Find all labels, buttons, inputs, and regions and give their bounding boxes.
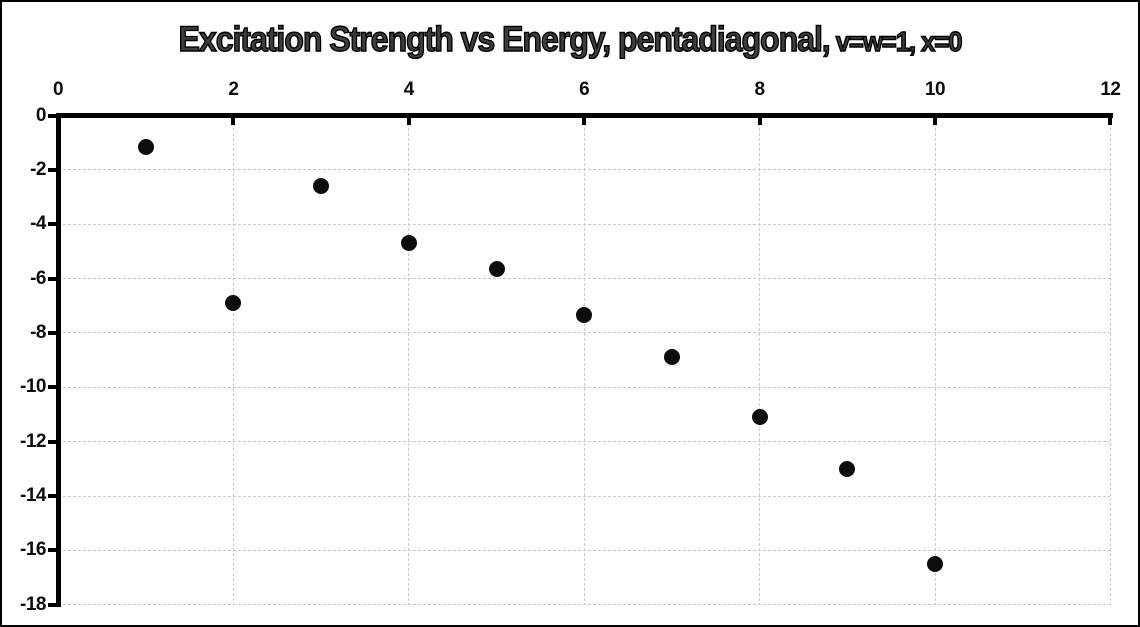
y-tick-label: 0	[35, 104, 47, 126]
y-gridline	[58, 386, 1111, 388]
x-gridline	[934, 118, 936, 605]
y-tick	[47, 548, 56, 553]
data-point	[137, 138, 154, 155]
y-tick	[47, 602, 56, 607]
y-tick-label: -16	[20, 539, 46, 561]
y-tick-label: -14	[20, 485, 46, 507]
y-tick-label: -18	[20, 593, 46, 615]
x-tick	[582, 118, 587, 125]
x-tick	[1108, 118, 1113, 125]
y-tick	[47, 494, 56, 499]
x-tick	[757, 118, 762, 125]
x-axis-line	[55, 113, 1113, 118]
chart-title-main: Excitation Strength vs Energy, pentadiag…	[178, 19, 831, 59]
y-gridline	[58, 549, 1111, 551]
y-tick-label: -12	[20, 430, 46, 452]
x-tick	[231, 118, 236, 125]
data-point	[313, 178, 330, 195]
x-tick	[406, 118, 411, 125]
x-gridline	[759, 118, 761, 605]
data-point	[225, 295, 242, 312]
y-axis-line	[55, 113, 61, 608]
y-gridline	[58, 278, 1111, 280]
y-gridline	[58, 223, 1111, 225]
chart-title-suffix: v=w=1, x=0	[829, 25, 963, 57]
y-tick	[47, 276, 56, 281]
data-point	[488, 261, 505, 278]
y-tick	[47, 385, 56, 390]
y-gridline	[58, 604, 1111, 606]
y-tick	[47, 167, 56, 172]
x-tick-label: 6	[579, 79, 590, 100]
data-point	[576, 307, 593, 324]
y-tick	[47, 222, 56, 227]
x-tick-label: 12	[1100, 79, 1121, 100]
x-tick-label: 0	[52, 79, 64, 100]
y-tick	[47, 330, 56, 335]
data-point	[927, 556, 943, 573]
chart-title: Excitation Strength vs Energy, pentadiag…	[47, 19, 1092, 60]
y-tick-label: -4	[30, 213, 46, 235]
y-gridline	[58, 332, 1111, 334]
x-tick-label: 4	[403, 79, 415, 100]
data-point	[663, 349, 680, 366]
y-tick-label: -6	[30, 267, 46, 289]
x-tick-label: 2	[228, 79, 239, 100]
y-tick	[47, 113, 56, 118]
y-tick-label: -10	[20, 376, 46, 398]
x-tick	[933, 118, 937, 125]
x-gridline	[408, 118, 410, 605]
x-gridline	[583, 118, 585, 605]
data-point	[400, 235, 417, 252]
y-gridline	[58, 169, 1111, 171]
x-gridline	[1109, 118, 1111, 605]
y-tick-label: -8	[30, 321, 46, 343]
x-tick-label: 10	[924, 79, 946, 100]
y-gridline	[58, 441, 1111, 443]
x-gridline	[232, 118, 234, 605]
data-point	[751, 409, 768, 426]
y-gridline	[58, 495, 1111, 497]
y-tick-label: -2	[30, 158, 46, 180]
y-tick	[47, 439, 56, 444]
data-point	[839, 460, 856, 477]
x-tick-label: 8	[754, 79, 766, 100]
